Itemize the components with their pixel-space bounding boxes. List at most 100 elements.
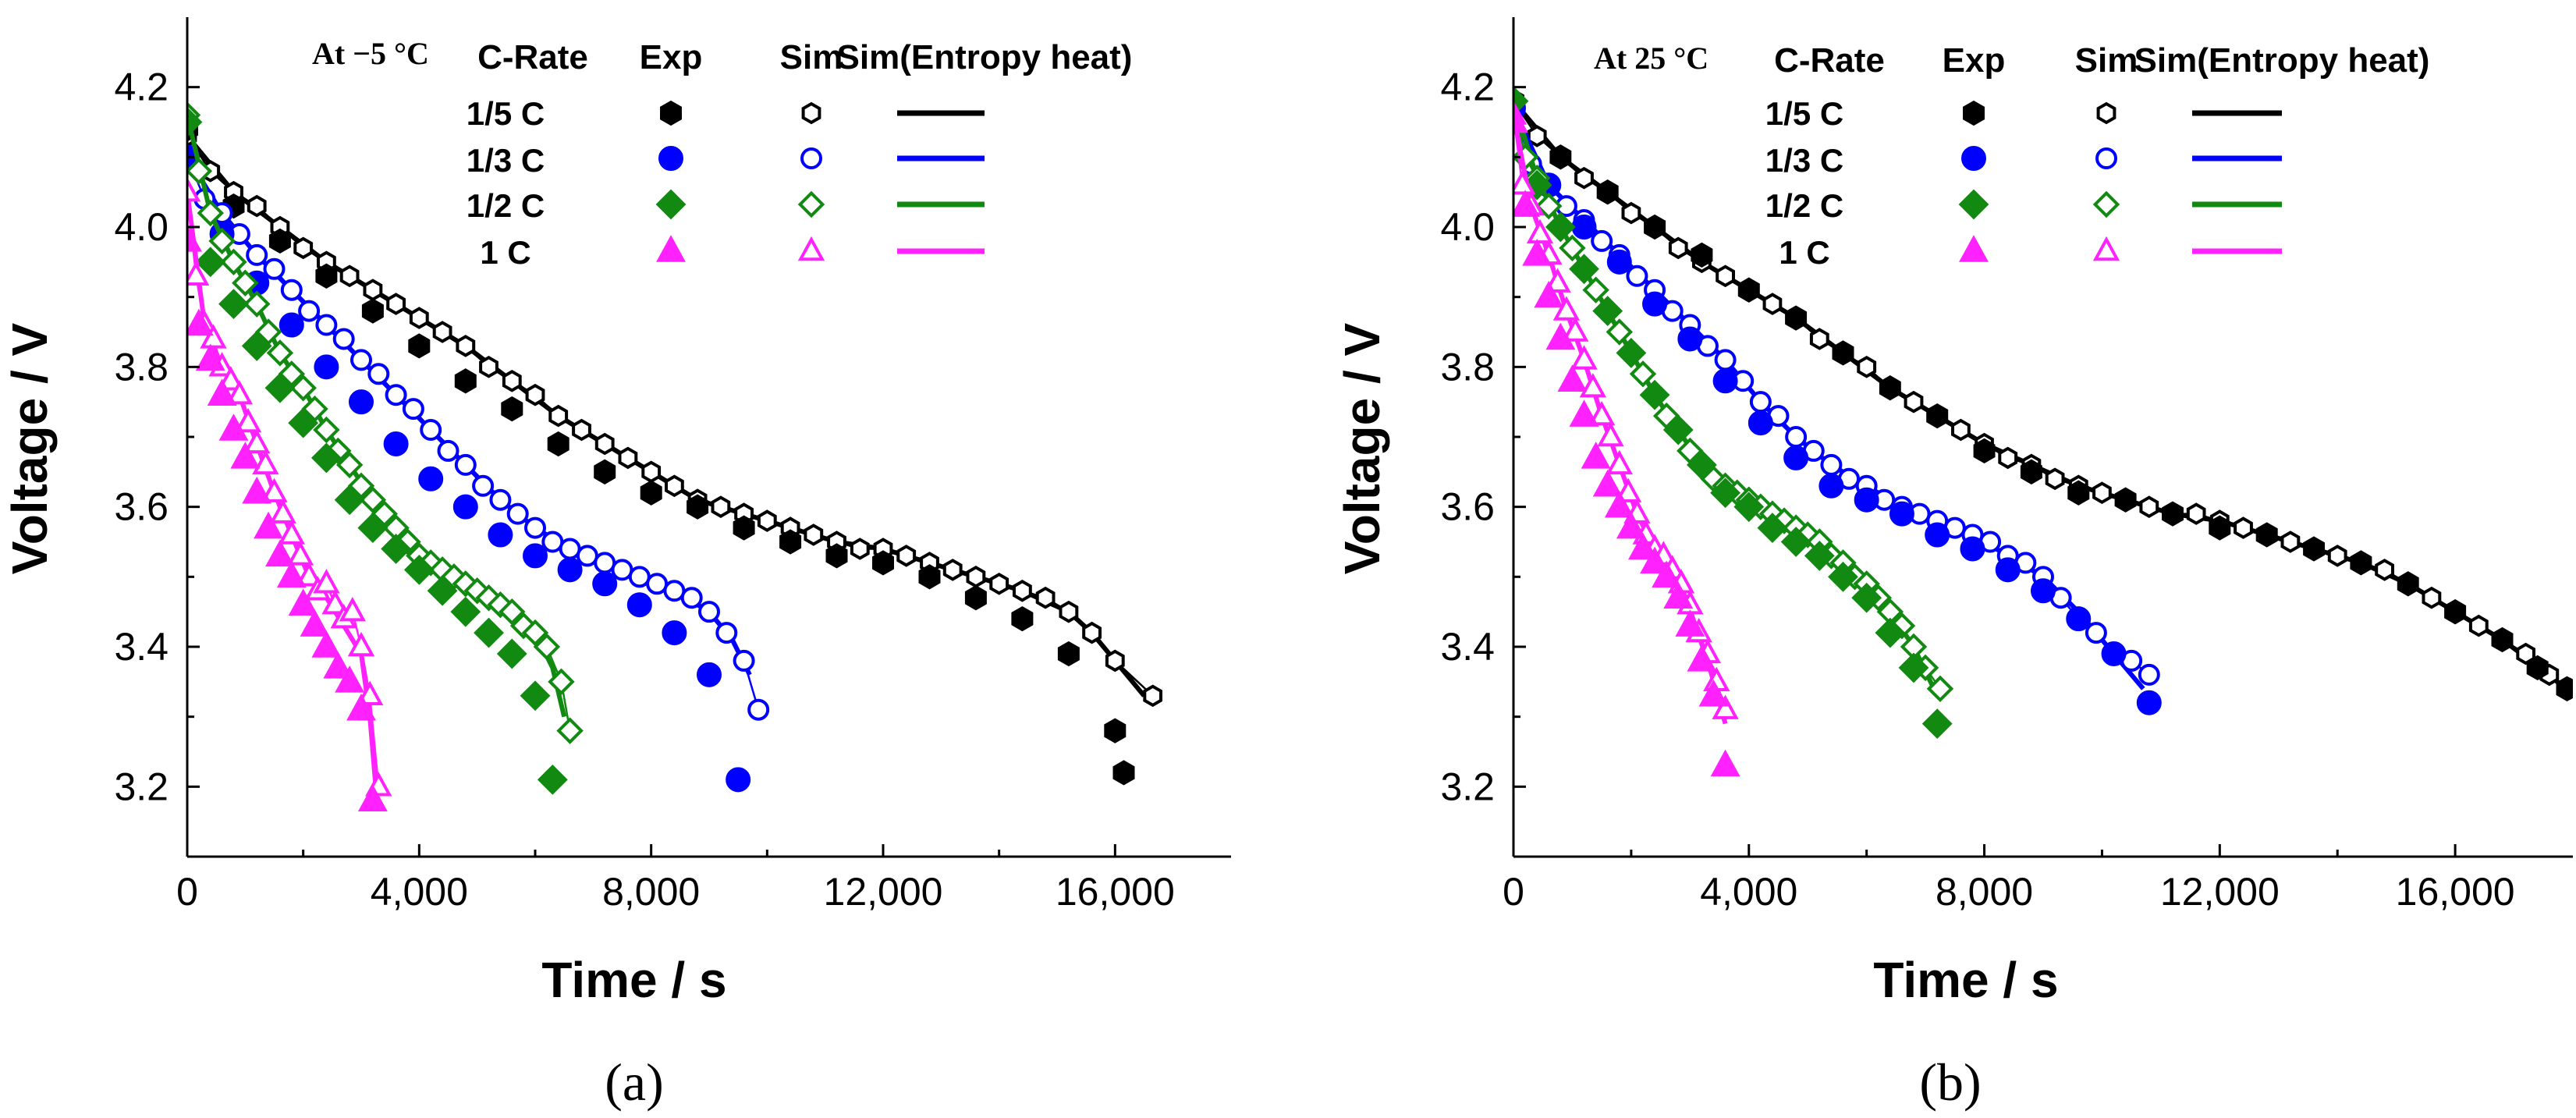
exp-point [825, 543, 848, 569]
exp-point [1592, 469, 1623, 497]
sim-point [572, 418, 591, 442]
sim-point [711, 495, 731, 519]
sim-point [747, 698, 770, 721]
sim-point [187, 177, 201, 202]
exp-point [323, 651, 353, 679]
exp-point [1513, 190, 1541, 217]
sim-point [2186, 502, 2206, 525]
exp-point [547, 431, 569, 457]
exp-point [1581, 442, 1611, 469]
sim-point [1582, 276, 1609, 303]
sim-point [208, 227, 236, 255]
legend-sim-marker [801, 101, 821, 125]
y-tick-label: 4.2 [1440, 66, 1495, 109]
sim-point [1857, 355, 1877, 378]
exp-point [195, 343, 225, 371]
sim-point [2327, 545, 2347, 567]
exp-point [2020, 459, 2042, 484]
sim-point [293, 236, 314, 260]
sim-point [200, 324, 227, 349]
legend-label-a-s0: 1/5 C [467, 95, 545, 132]
exp-point [1698, 679, 1729, 707]
exp-point [1545, 211, 1576, 243]
exp-point [1677, 326, 1703, 352]
sim-point [1059, 600, 1079, 623]
exp-point [1604, 490, 1634, 518]
exp-point [662, 620, 687, 646]
exp-point [311, 630, 342, 658]
sim-point [1588, 400, 1616, 426]
y-tick-label: 4.0 [114, 205, 169, 249]
exp-point [335, 665, 365, 693]
sim-point [232, 269, 259, 296]
sim-point [234, 407, 262, 433]
exp-point [1104, 718, 1127, 744]
legend-label-a-s2: 1/2 C [467, 187, 545, 224]
exp-point [2114, 487, 2137, 513]
exp-point [315, 263, 338, 289]
exp-point [230, 442, 261, 469]
exp-point [357, 513, 389, 543]
legend-marks-b [1958, 100, 2282, 262]
y-tick-label: 3.8 [114, 345, 169, 389]
exp-point [2526, 655, 2549, 681]
x-tick-label: 0 [176, 870, 198, 914]
exp-point [496, 638, 527, 669]
exp-point [1747, 410, 1773, 436]
sim-point [454, 453, 477, 476]
sim-point [2516, 642, 2535, 665]
exp-point [300, 609, 330, 637]
exp-point [520, 680, 551, 712]
sim-point [665, 474, 684, 498]
sim-point [1712, 694, 1739, 719]
sim-point [1013, 579, 1032, 602]
sim-point [313, 416, 340, 444]
sim-point [295, 562, 323, 587]
exp-point [361, 298, 384, 324]
sim-point [698, 601, 720, 623]
x-tick-label: 16,000 [2396, 870, 2515, 914]
y-tick-label: 3.2 [114, 765, 169, 808]
exp-point [1995, 557, 2021, 583]
sim-point [2375, 559, 2394, 581]
exp-point [1832, 340, 1854, 366]
sim-point [499, 598, 526, 626]
sim-point [2138, 663, 2160, 686]
exp-point [1640, 546, 1670, 574]
exp-point [626, 592, 652, 618]
sim-point [1579, 373, 1607, 398]
sim-point [420, 419, 442, 442]
exp-point [1783, 445, 1809, 470]
sim-point [280, 279, 303, 301]
exp-point [1818, 473, 1844, 499]
sim-point [339, 597, 367, 622]
exp-point [2556, 676, 2573, 701]
exp-point [2350, 550, 2372, 576]
exp-point [1926, 403, 1949, 429]
sim-point [332, 328, 355, 350]
sim-point [1762, 293, 1783, 315]
sim-point [1626, 264, 1648, 287]
temperature-label-a: At −5 °C [312, 36, 429, 71]
sim-point [1621, 201, 1641, 225]
sim-point [1614, 477, 1642, 502]
sim-point [356, 680, 384, 705]
exp-point [450, 596, 481, 627]
exp-point [218, 413, 249, 441]
legend-b: At 25 °C C-Rate Exp Sim Sim(Entropy heat… [1594, 41, 2429, 271]
legend-exp-marker [1963, 100, 1985, 126]
sim-point [298, 300, 321, 322]
sim-point [733, 649, 755, 672]
exp-point [2101, 641, 2127, 666]
sim-point [363, 279, 383, 302]
legend-sim-marker [797, 190, 825, 218]
exp-point [314, 354, 339, 380]
exp-point [1875, 617, 1906, 648]
exp-point [427, 575, 458, 606]
exp-point [279, 312, 304, 338]
exp-point [408, 333, 431, 359]
exp-point [1112, 760, 1135, 786]
sim-point [335, 451, 364, 479]
exp-point [1569, 254, 1599, 285]
